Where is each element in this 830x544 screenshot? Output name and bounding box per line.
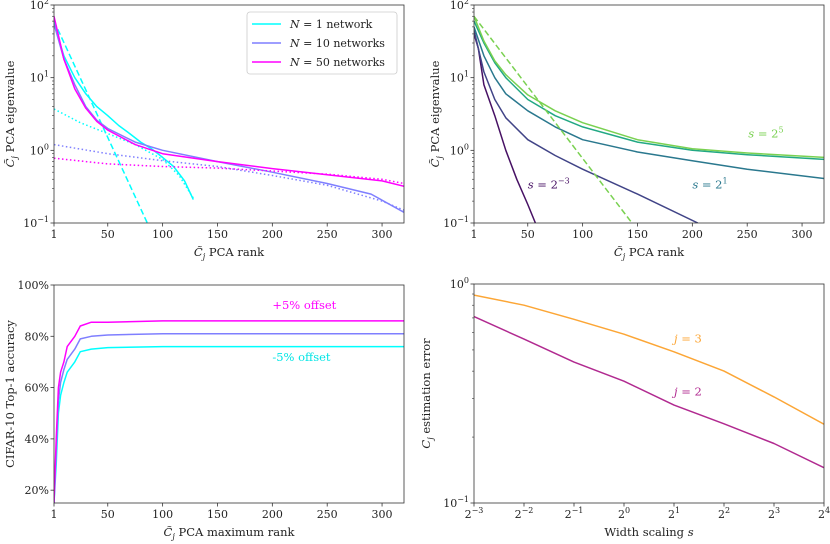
legend-entry-label: N = 1 network [289, 18, 373, 31]
series-line-4 [474, 20, 824, 161]
series-line-1 [54, 345, 404, 503]
series-line-5 [54, 143, 404, 211]
series-line-3 [474, 26, 824, 180]
legend-entry-label: N = 50 networks [289, 56, 385, 69]
y-tick-label: 100% [18, 279, 49, 292]
x-tick-label: 2−2 [515, 506, 534, 521]
annotation-label: -5% offset [272, 350, 331, 364]
y-tick-label: 10−1 [443, 215, 469, 230]
x-tick-label: 100 [152, 508, 173, 521]
x-tick-label: 250 [317, 228, 338, 241]
x-tick-label: 150 [627, 228, 648, 241]
x-tick-label: 300 [372, 228, 393, 241]
y-tick-label: 101 [30, 70, 49, 85]
x-tick-label: 250 [317, 508, 338, 521]
series-line-1 [54, 20, 194, 200]
series-line-2 [474, 315, 824, 469]
series-line-3 [54, 108, 194, 199]
y-tick-label: 40% [25, 433, 49, 446]
series-line-4 [54, 23, 404, 214]
series-line-6 [54, 16, 404, 188]
x-tick-label: 300 [792, 228, 813, 241]
y-tick-label: 102 [450, 0, 469, 12]
x-tick-label: 300 [372, 508, 393, 521]
x-axis-label: C̃j PCA rank [194, 245, 265, 261]
series-line-2 [54, 332, 404, 503]
y-tick-label: 101 [450, 70, 469, 85]
series-line-1 [474, 294, 824, 425]
x-tick-label: 150 [207, 228, 228, 241]
annotation-label: +5% offset [272, 298, 336, 312]
axes-frame [473, 4, 825, 224]
x-tick-label: 200 [682, 228, 703, 241]
y-tick-label: 100 [450, 276, 469, 291]
y-tick-label: 20% [25, 484, 49, 497]
annotation-label: s = 25 [748, 126, 783, 141]
y-tick-label: 100 [450, 142, 469, 157]
x-tick-label: 1 [51, 228, 58, 241]
y-tick-label: 10−1 [23, 215, 49, 230]
x-tick-label: 50 [521, 228, 535, 241]
x-tick-label: 22 [718, 506, 730, 521]
legend: N = 1 network N = 10 networks N = 50 netwo… [246, 11, 398, 75]
y-tick-label: 60% [25, 382, 49, 395]
subplot-4: 2−3 2−2 2−1 20 21 22 23 24 10−1 100 Width scaling … [419, 276, 830, 539]
x-tick-label: 100 [152, 228, 173, 241]
series-line-3 [54, 320, 404, 503]
annotation-label: s = 2−3 [528, 176, 570, 191]
x-tick-label: 100 [572, 228, 593, 241]
legend-box [246, 11, 398, 75]
annotation-label: j = 3 [671, 332, 702, 346]
x-tick-label: 1 [51, 508, 58, 521]
y-tick-label: 102 [30, 0, 49, 12]
y-tick-label: 10−1 [443, 495, 469, 510]
x-tick-label: 2−1 [565, 506, 584, 521]
x-tick-label: 23 [768, 506, 780, 521]
series-group [54, 320, 404, 503]
series-line-6 [474, 15, 633, 223]
axes-frame [53, 4, 405, 224]
annotation-label: s = 21 [692, 176, 727, 191]
x-tick-label: 50 [101, 508, 115, 521]
series-line-5 [474, 16, 824, 159]
series-line-2 [54, 20, 148, 223]
annotation-label: j = 2 [671, 384, 702, 398]
y-tick-label: 80% [25, 330, 49, 343]
x-tick-label: 1 [471, 228, 478, 241]
x-tick-label: 150 [207, 508, 228, 521]
y-tick-label: 100 [30, 142, 49, 157]
x-axis-label: C̃j PCA rank [614, 245, 685, 261]
legend-entry-label: N = 10 networks [289, 37, 385, 50]
x-axis-label: Width scaling s [604, 525, 693, 539]
x-tick-label: 250 [737, 228, 758, 241]
y-axis-label: C̃j PCA eigenvalue [428, 60, 444, 167]
x-tick-label: 24 [818, 506, 830, 521]
x-tick-label: 200 [262, 228, 283, 241]
series-line-2 [474, 30, 699, 223]
y-axis-label: C̃j PCA eigenvalue [3, 60, 19, 167]
series-group [54, 16, 404, 223]
series-group [474, 294, 824, 469]
x-axis-label: C̃j PCA maximum rank [164, 525, 296, 541]
x-tick-label: 50 [101, 228, 115, 241]
axes-frame [473, 283, 825, 504]
y-axis-label: Cj estimation error [419, 338, 435, 449]
series-line-1 [474, 33, 537, 223]
x-tick-label: 21 [668, 506, 680, 521]
x-tick-label: 2−3 [465, 506, 484, 521]
y-axis-label: CIFAR-10 Top-1 accuracy [3, 320, 17, 468]
x-tick-label: 20 [618, 506, 630, 521]
series-group [474, 15, 824, 223]
series-line-7 [54, 157, 404, 185]
axes-frame [53, 284, 405, 504]
x-tick-label: 200 [262, 508, 283, 521]
